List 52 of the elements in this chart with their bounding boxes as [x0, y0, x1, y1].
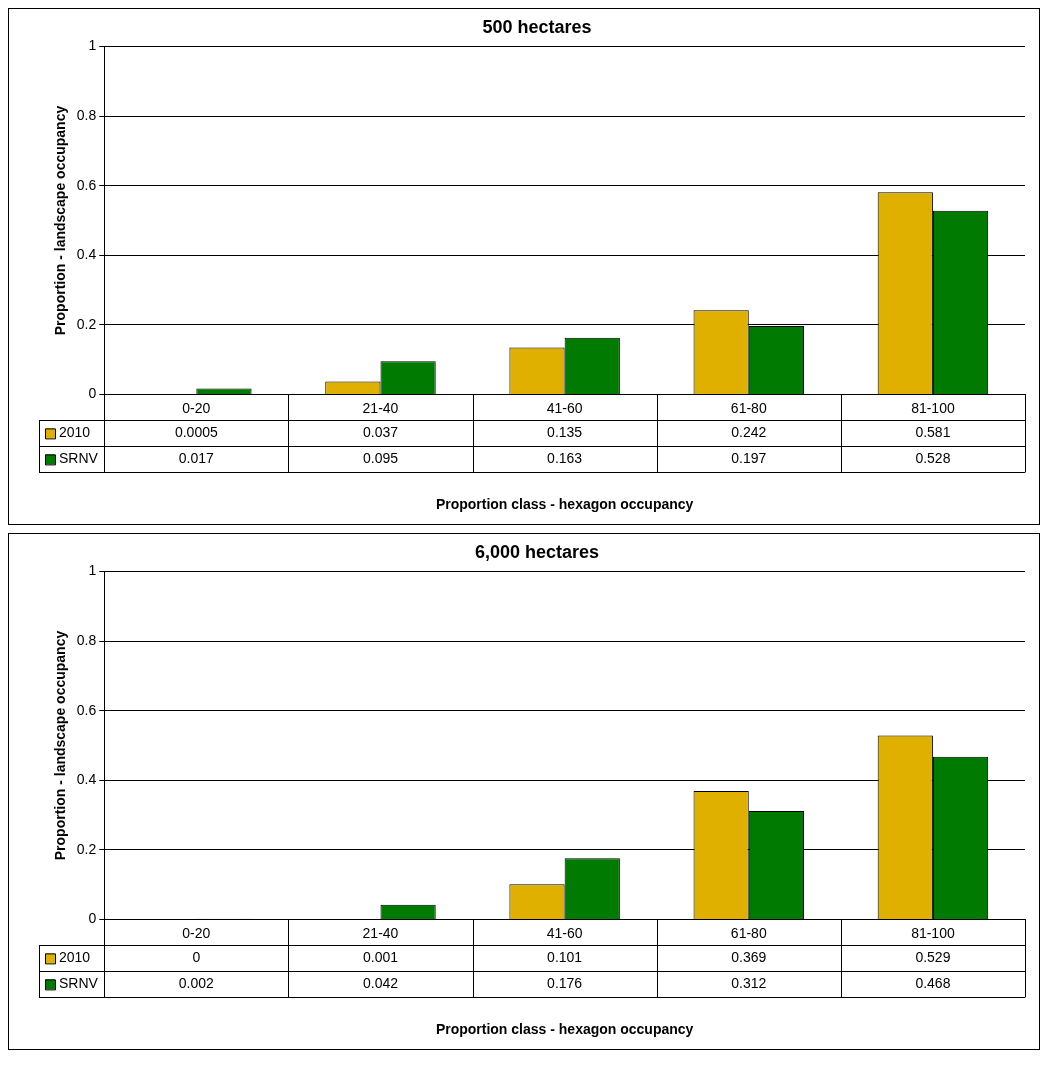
x-axis-title: Proportion class - hexagon occupancy — [435, 496, 694, 513]
x-tick-label: 81-100 — [911, 924, 955, 941]
y-tick-label: 0.2 — [76, 315, 97, 332]
legend-label: SRNV — [59, 450, 99, 467]
x-tick-label: 21-40 — [362, 924, 399, 941]
x-tick-label: 81-100 — [911, 399, 955, 416]
chart-title: 6,000 hectares — [474, 541, 600, 562]
x-tick-label: 0-20 — [182, 399, 211, 416]
x-tick-label: 21-40 — [362, 399, 399, 416]
y-tick-label: 0.4 — [76, 771, 97, 788]
data-label: 0.0005 — [174, 424, 218, 441]
data-label: 0.369 — [731, 949, 767, 966]
data-label: 0.529 — [915, 949, 951, 966]
data-label: 0.001 — [362, 949, 399, 966]
x-tick-label: 41-60 — [546, 399, 583, 416]
x-axis-title: Proportion class - hexagon occupancy — [435, 1021, 694, 1038]
chart-title: 500 hectares — [482, 16, 592, 37]
x-tick-label: 0-20 — [182, 924, 211, 941]
data-label: 0.101 — [547, 949, 583, 966]
data-label: 0.468 — [915, 975, 951, 992]
y-tick-label: 0.4 — [76, 246, 97, 263]
data-label: 0 — [192, 949, 201, 966]
y-tick-label: 0 — [88, 385, 97, 402]
y-tick-label: 1 — [88, 37, 97, 54]
data-label: 0.312 — [731, 975, 767, 992]
data-label: 0.042 — [362, 975, 399, 992]
y-tick-label: 0 — [88, 910, 97, 927]
data-label: 0.135 — [547, 424, 583, 441]
x-tick-label: 61-80 — [730, 399, 767, 416]
data-label: 0.002 — [178, 975, 215, 992]
y-tick-label: 0.6 — [76, 701, 97, 718]
data-label: 0.037 — [362, 424, 399, 441]
x-tick-label: 61-80 — [730, 924, 767, 941]
y-tick-label: 0.6 — [76, 176, 97, 193]
data-label: 0.163 — [547, 450, 583, 467]
data-label: 0.017 — [178, 450, 215, 467]
data-label: 0.197 — [731, 450, 767, 467]
y-tick-label: 0.8 — [76, 107, 97, 124]
y-axis-title: Proportion - landscape occupancy — [52, 105, 69, 336]
legend-label: SRNV — [59, 975, 99, 992]
y-tick-label: 1 — [88, 562, 97, 579]
legend-label: 2010 — [59, 424, 91, 441]
y-axis-title: Proportion - landscape occupancy — [52, 630, 69, 861]
data-label: 0.176 — [547, 975, 583, 992]
data-label: 0.095 — [362, 450, 399, 467]
data-label: 0.242 — [731, 424, 767, 441]
data-label: 0.581 — [915, 424, 951, 441]
legend-label: 2010 — [59, 949, 91, 966]
y-tick-label: 0.8 — [76, 632, 97, 649]
data-label: 0.528 — [915, 450, 951, 467]
y-tick-label: 0.2 — [76, 840, 97, 857]
x-tick-label: 41-60 — [546, 924, 583, 941]
